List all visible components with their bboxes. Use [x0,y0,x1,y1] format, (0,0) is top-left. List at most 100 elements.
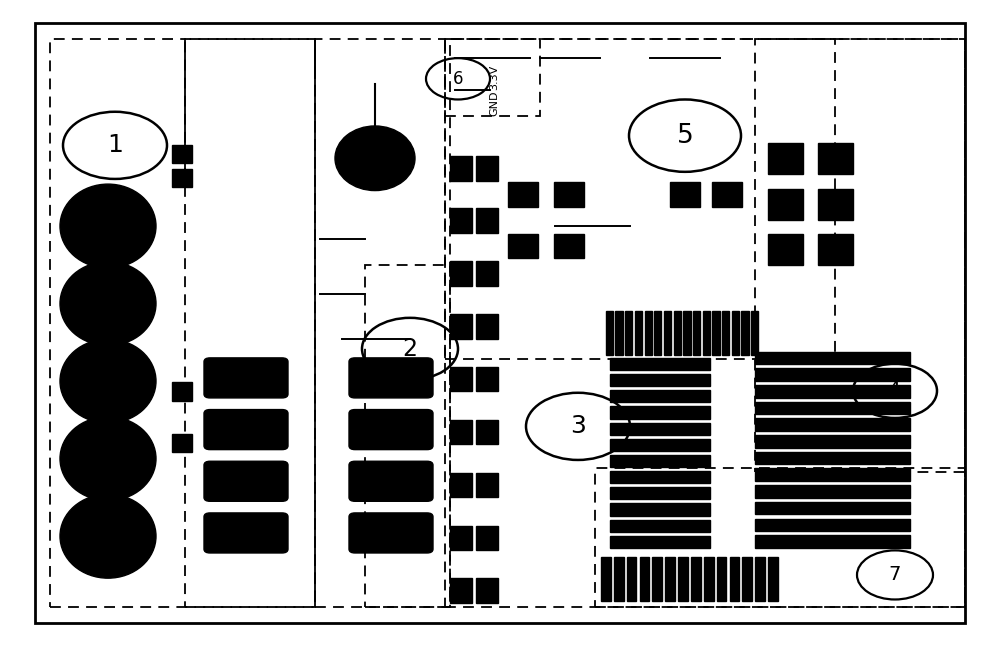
Bar [445,39,540,116]
Bar [450,314,472,339]
Bar [476,526,498,550]
Bar [693,311,700,355]
Bar [768,557,778,601]
FancyBboxPatch shape [349,358,433,398]
Bar [635,311,642,355]
Ellipse shape [60,339,156,423]
Bar [450,473,472,497]
Bar [712,182,742,207]
Bar [755,557,765,601]
Text: GND: GND [489,90,499,116]
Bar [741,311,749,355]
Bar [703,311,710,355]
Bar [722,311,729,355]
Bar [691,557,701,601]
Bar [625,311,632,355]
Bar [450,156,472,181]
Bar [610,487,710,499]
Text: 2: 2 [402,337,418,361]
Bar [742,557,752,601]
Bar [172,169,192,187]
Bar [678,557,688,601]
Text: 1: 1 [107,133,123,158]
Bar [450,420,472,444]
Bar [755,452,910,464]
Bar [755,39,965,472]
Bar [50,39,315,607]
Bar [768,143,803,174]
Ellipse shape [60,184,156,268]
Bar [755,536,910,548]
Bar [610,519,710,532]
FancyBboxPatch shape [349,461,433,501]
Bar [755,502,910,514]
Bar [683,311,691,355]
Bar [610,358,710,370]
Bar [508,234,538,258]
Bar [476,156,498,181]
Bar [818,143,853,174]
FancyBboxPatch shape [349,513,433,553]
Ellipse shape [60,417,156,501]
Bar [476,208,498,233]
Bar [476,420,498,444]
Bar [755,435,910,448]
FancyBboxPatch shape [349,410,433,450]
Bar [445,39,835,359]
FancyBboxPatch shape [204,513,288,553]
Bar [450,578,472,603]
Bar [751,311,758,355]
Bar [606,311,613,355]
Bar [654,311,661,355]
Bar [365,265,450,607]
Bar [445,39,965,607]
Bar [185,39,315,607]
Bar [614,557,624,601]
FancyBboxPatch shape [204,461,288,501]
Bar [172,382,192,401]
Bar [717,557,726,601]
Bar [664,311,671,355]
Ellipse shape [335,126,415,191]
Ellipse shape [60,494,156,578]
Bar [554,234,584,258]
Text: 3: 3 [570,414,586,439]
Bar [627,557,636,601]
Text: 6: 6 [453,70,463,88]
Text: 5: 5 [677,123,693,149]
Bar [768,234,803,265]
Bar [610,406,710,419]
Bar [610,503,710,516]
Bar [595,468,965,607]
Bar [732,311,739,355]
Bar [450,367,472,391]
Bar [476,578,498,603]
Bar [730,557,739,601]
Bar [172,434,192,452]
Bar [640,557,649,601]
Bar [476,314,498,339]
Bar [450,208,472,233]
FancyBboxPatch shape [204,358,288,398]
Bar [704,557,714,601]
Text: 3.3V: 3.3V [489,65,499,90]
Bar [755,385,910,397]
Bar [768,189,803,220]
Bar [476,473,498,497]
Bar [755,351,910,364]
Bar [818,189,853,220]
Bar [450,526,472,550]
Bar [670,182,700,207]
Bar [450,261,472,286]
Bar [674,311,681,355]
Bar [610,439,710,451]
Bar [315,39,450,607]
Bar [712,311,720,355]
Bar [610,422,710,435]
Text: 4: 4 [888,381,902,401]
Bar [610,455,710,467]
FancyBboxPatch shape [204,410,288,450]
Bar [755,519,910,531]
Bar [508,182,538,207]
Bar [755,368,910,381]
